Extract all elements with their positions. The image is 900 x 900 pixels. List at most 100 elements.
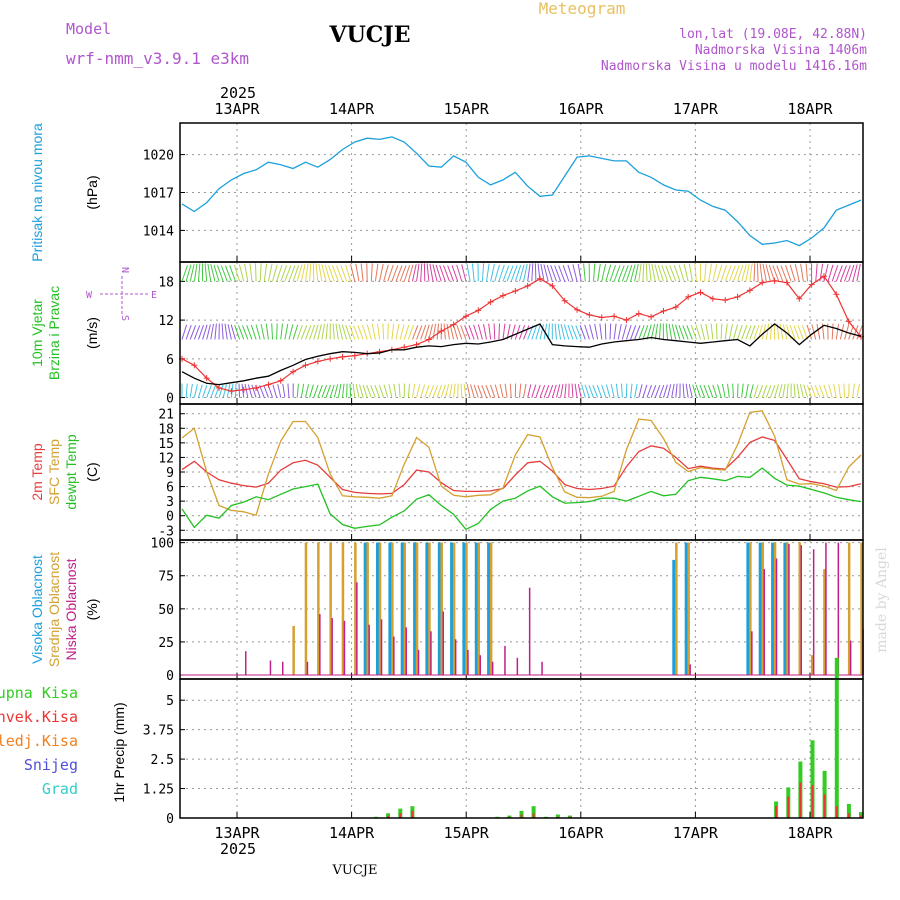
cloud-bar-srednja bbox=[810, 655, 814, 676]
wind-arrow bbox=[509, 383, 512, 398]
top-date-label: 15APR bbox=[444, 100, 490, 118]
wind-arrow bbox=[700, 324, 706, 340]
cloud-bar-visoka bbox=[487, 542, 492, 675]
wind-arrow bbox=[470, 384, 475, 398]
year-label-top: 2025 bbox=[220, 84, 256, 102]
cloud-bar-srednja bbox=[798, 542, 801, 675]
precip-legend-label: Grad bbox=[42, 780, 78, 798]
series-line-dewpt-temp bbox=[181, 467, 862, 531]
wind-arrow bbox=[749, 263, 753, 282]
wind-arrow bbox=[833, 384, 837, 398]
wind-arrow bbox=[345, 324, 352, 340]
wind-arrow bbox=[814, 385, 821, 398]
wind-arrow bbox=[609, 323, 612, 340]
wind-arrow bbox=[852, 383, 855, 398]
cloud-bar-niska bbox=[812, 549, 815, 676]
wind-arrow bbox=[601, 264, 607, 282]
wind-arrow bbox=[759, 263, 763, 282]
wind-arrow bbox=[432, 264, 438, 282]
wind-arrow bbox=[703, 385, 710, 398]
wind-arrow bbox=[502, 265, 510, 282]
wind-arrow bbox=[642, 263, 645, 282]
wind-arrow bbox=[204, 263, 208, 282]
cloud-bar-srednja bbox=[489, 542, 493, 675]
year-label-bottom: 2025 bbox=[220, 840, 256, 858]
precip-bar-total bbox=[834, 657, 839, 818]
wind-arrow bbox=[466, 263, 471, 282]
wind-arrow bbox=[374, 263, 379, 282]
wind-arrow bbox=[776, 265, 784, 282]
wind-arrow bbox=[197, 384, 203, 398]
wind-arrow bbox=[449, 324, 455, 340]
wind-arrow bbox=[531, 263, 534, 282]
wind-arrow bbox=[810, 385, 817, 398]
wind-arrow bbox=[551, 384, 557, 398]
wind-arrow bbox=[831, 323, 834, 340]
wind-arrow bbox=[481, 385, 487, 398]
precip-bar-total bbox=[519, 810, 524, 818]
bottom-date-label: 17APR bbox=[673, 824, 719, 842]
wind-arrow bbox=[331, 265, 339, 282]
wind-arrow bbox=[651, 263, 656, 282]
wind-arrow bbox=[498, 323, 500, 340]
wind-arrow bbox=[185, 383, 188, 398]
wind-arrow bbox=[514, 324, 521, 340]
wind-arrow bbox=[355, 383, 360, 398]
cloud-bar-niska bbox=[245, 651, 247, 675]
wind-arrow bbox=[721, 383, 726, 398]
gust-marker bbox=[685, 293, 692, 300]
cloud-bar-srednja bbox=[440, 542, 443, 675]
precip-bar-convective bbox=[399, 813, 402, 818]
cloud-bar-niska bbox=[380, 619, 383, 675]
gust-marker bbox=[598, 314, 605, 321]
wind-arrow bbox=[654, 385, 661, 398]
wind-arrow bbox=[468, 325, 475, 340]
cloud-bar-srednja bbox=[860, 542, 863, 675]
wind-arrow bbox=[210, 264, 216, 282]
wind-arrow bbox=[193, 325, 201, 340]
wind-arrow bbox=[426, 263, 430, 282]
wind-arrow bbox=[317, 324, 322, 340]
wind-arrow bbox=[477, 385, 483, 398]
wind-arrow bbox=[407, 383, 411, 398]
wind-arrow bbox=[439, 265, 446, 282]
wind-arrow bbox=[625, 264, 633, 282]
cloud-bar-srednja bbox=[675, 542, 678, 675]
wind-arrow bbox=[839, 324, 845, 340]
gust-marker bbox=[240, 386, 247, 393]
wind-arrow bbox=[428, 385, 435, 398]
side-label: Niska Oblacnost bbox=[63, 558, 79, 660]
gust-marker bbox=[302, 362, 309, 369]
wind-arrow bbox=[349, 325, 356, 340]
wind-arrow bbox=[391, 323, 395, 340]
wind-arrow bbox=[630, 325, 637, 340]
wind-arrow bbox=[382, 323, 385, 340]
wind-arrow bbox=[383, 264, 389, 282]
wind-arrow bbox=[592, 385, 599, 398]
wind-arrow bbox=[230, 324, 236, 340]
wind-arrow bbox=[675, 324, 681, 340]
y-tick-label: 9 bbox=[166, 466, 174, 481]
wind-arrow bbox=[304, 384, 310, 398]
wind-arrow bbox=[756, 263, 759, 282]
cloud-bar-niska bbox=[356, 582, 358, 676]
wind-arrow bbox=[835, 265, 843, 282]
wind-arrow bbox=[407, 325, 414, 340]
wind-arrow bbox=[460, 325, 467, 340]
gust-marker bbox=[635, 310, 642, 317]
cloud-bar-visoka bbox=[462, 542, 467, 675]
wind-arrow bbox=[241, 383, 245, 398]
wind-arrow bbox=[435, 264, 442, 282]
wind-arrow bbox=[789, 264, 796, 282]
wind-arrow bbox=[403, 264, 411, 282]
wind-arrow bbox=[685, 383, 689, 398]
wind-arrow bbox=[411, 325, 419, 340]
cloud-bar-niska bbox=[491, 661, 494, 675]
wind-arrow bbox=[361, 324, 368, 340]
wind-arrow bbox=[699, 385, 706, 398]
gust-marker bbox=[265, 381, 272, 388]
wind-arrow bbox=[244, 263, 249, 282]
wind-arrow bbox=[765, 264, 771, 282]
wind-arrow bbox=[210, 323, 214, 340]
y-tick-label: 12 bbox=[158, 314, 174, 329]
